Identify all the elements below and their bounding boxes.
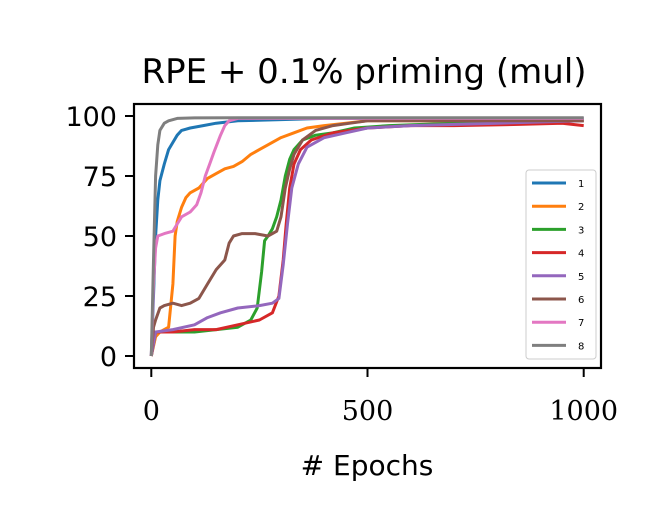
series-line-1	[149, 116, 584, 357]
legend-label-7: 7	[578, 318, 584, 329]
y-tick-label: 0	[100, 342, 117, 373]
series-line-3	[149, 119, 584, 357]
series-line-2	[149, 119, 584, 357]
y-tick-label: 50	[83, 222, 117, 253]
legend-label-8: 8	[578, 341, 584, 352]
legend-label-1: 1	[578, 179, 584, 190]
y-tick-label: 100	[65, 102, 117, 133]
series-line-8	[149, 116, 584, 357]
legend-label-3: 3	[578, 225, 584, 236]
legend-frame	[525, 169, 597, 360]
series-group	[149, 116, 584, 357]
legend-label-4: 4	[578, 249, 584, 260]
x-tick-label: 1000	[549, 396, 618, 427]
y-tick-label: 25	[83, 282, 117, 313]
legend-label-2: 2	[578, 202, 584, 213]
x-axis-label: # Epochs	[301, 449, 434, 482]
y-tick-label: 75	[83, 162, 117, 193]
x-axis: 0 500 1000	[143, 368, 618, 427]
series-line-7	[149, 116, 584, 357]
series-line-5	[149, 119, 584, 357]
legend: 1 2 3 4 5 6 7 8	[525, 169, 597, 360]
legend-label-5: 5	[578, 272, 584, 283]
y-axis: 0 25 50 75 100	[65, 102, 134, 373]
legend-label-6: 6	[578, 295, 584, 306]
x-tick-label: 500	[342, 396, 394, 427]
x-tick-label: 0	[143, 396, 160, 427]
series-line-6	[149, 119, 584, 357]
series-line-4	[149, 121, 584, 357]
chart-title: RPE + 0.1% priming (mul)	[141, 52, 586, 92]
